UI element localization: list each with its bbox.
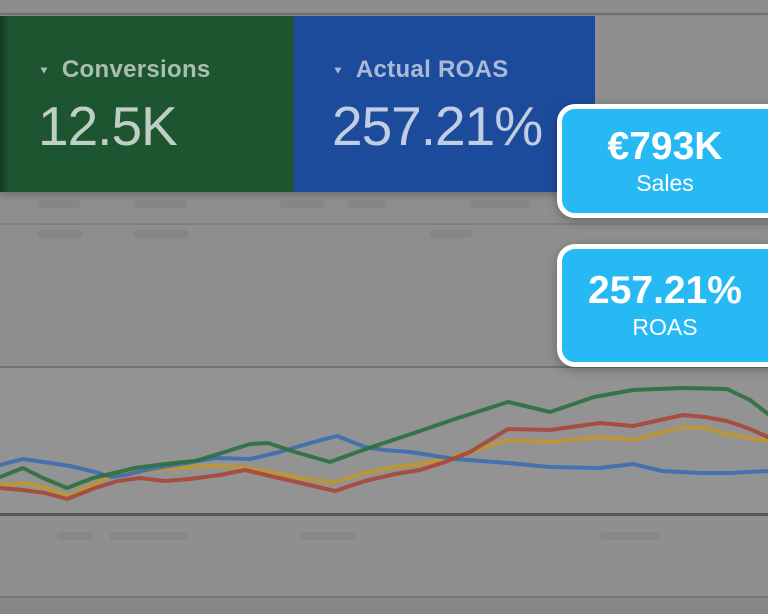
dimmed-text-artifact [57,532,93,540]
scorecard-label: Actual ROAS [355,56,509,83]
row-divider [0,223,768,225]
section-divider [0,366,768,368]
dimmed-text-artifact [280,200,324,208]
chart-x-axis-line [0,513,768,516]
dimmed-text-artifact [300,532,355,540]
bottom-panel [0,598,768,614]
dimmed-text-artifact [135,200,187,208]
bottom-divider [0,596,768,598]
top-bar [0,0,768,15]
roas-callout-badge: 257.21% ROAS [557,244,768,367]
dimmed-text-artifact [600,532,660,540]
scorecard-conversions[interactable]: ▼ Conversions 12.5K [0,16,294,192]
chart-line-blue [0,434,768,479]
performance-chart [0,368,768,513]
dimmed-text-artifact [133,230,189,238]
roas-callout-label: ROAS [632,314,698,341]
roas-callout-value: 257.21% [588,269,742,313]
sales-callout-label: Sales [636,169,694,196]
scorecard-value: 257.21% [332,95,543,157]
chart-line-yellow [0,425,768,498]
sales-callout-badge: €793K Sales [557,104,768,218]
scorecard-row: ▼ Conversions 12.5K ▼ Actual ROAS 257.21… [0,16,768,192]
scorecard-actual-roas-header[interactable]: ▼ Actual ROAS [332,56,595,84]
lower-panel [0,516,768,596]
performance-chart-svg [0,386,768,501]
scorecard-conversions-header[interactable]: ▼ Conversions [38,56,294,84]
scorecard-label: Conversions [61,56,211,83]
dropdown-arrow-icon[interactable]: ▼ [332,64,344,76]
dimmed-text-artifact [430,230,472,238]
scorecard-value: 12.5K [38,95,178,157]
chart-line-green [0,386,768,490]
chart-line-red [0,413,768,501]
dimmed-text-artifact [470,200,530,208]
dropdown-arrow-icon[interactable]: ▼ [38,64,50,76]
dimmed-text-artifact [110,532,188,540]
scorecard-actual-roas[interactable]: ▼ Actual ROAS 257.21% [294,16,595,192]
sales-callout-value: €793K [607,124,723,168]
dimmed-text-artifact [38,200,80,208]
dimmed-text-artifact [37,230,83,238]
dimmed-text-artifact [347,200,385,208]
